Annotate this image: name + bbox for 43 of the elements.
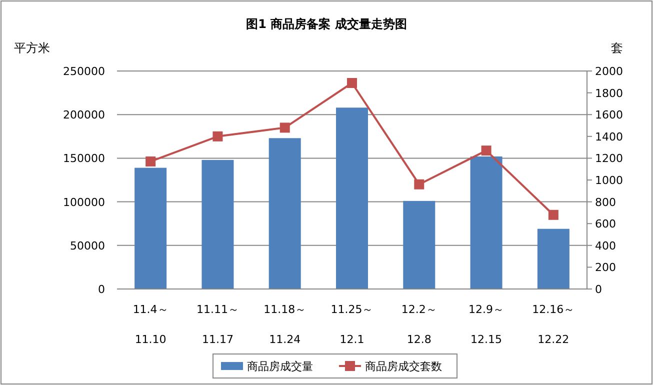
y2-tick-label: 1600 [595, 108, 623, 122]
y2-tick-label: 800 [595, 196, 616, 209]
y2-tick-label: 0 [595, 283, 602, 296]
y2-tick-label: 2000 [595, 65, 623, 78]
bar [537, 228, 570, 289]
category-label: 11.18～ 11.24 [264, 303, 306, 346]
y-tick-label: 100000 [63, 196, 105, 209]
y-axis-title: 平方米 [14, 41, 50, 55]
category-label: 12.2～ 12.8 [401, 303, 437, 346]
bar [202, 160, 234, 289]
category-label: 11.4～ 11.10 [132, 303, 168, 346]
y-tick-label: 200000 [63, 108, 105, 122]
y2-tick-label: 1000 [595, 174, 623, 187]
legend-label: 商品房成交量 [247, 360, 313, 373]
bar [470, 156, 502, 289]
category-label: 12.16～ 12.22 [532, 303, 575, 346]
y-tick-label: 50000 [70, 239, 105, 252]
point [548, 210, 558, 220]
point [146, 156, 156, 166]
bar [134, 168, 167, 289]
bar [336, 108, 368, 289]
category-label: 11.25～ 12.1 [330, 303, 374, 346]
legend-label: 商品房成交套数 [365, 360, 442, 373]
point [347, 78, 357, 88]
y2-tick-label: 1200 [595, 152, 623, 166]
point [212, 131, 223, 142]
y2-tick-label: 600 [595, 218, 616, 231]
point [414, 179, 424, 190]
y-tick-label: 150000 [63, 152, 105, 166]
point [280, 122, 290, 133]
y2-tick-label: 1800 [595, 86, 623, 100]
y2-tick-label: 400 [595, 239, 616, 252]
category-label: 12.9～ 12.15 [468, 303, 504, 346]
bar [403, 200, 436, 289]
chart-title: 图1 商品房备案 成交量走势图 [246, 17, 407, 31]
y2-tick-label: 1400 [595, 130, 623, 144]
y2-tick-label: 200 [595, 261, 616, 274]
y2-axis-title: 套 [611, 41, 623, 55]
y-tick-label: 0 [98, 283, 105, 296]
y-tick-label: 250000 [63, 65, 105, 78]
category-label: 11.11～ 11.17 [196, 303, 239, 346]
bar [268, 138, 301, 289]
point [481, 146, 492, 156]
